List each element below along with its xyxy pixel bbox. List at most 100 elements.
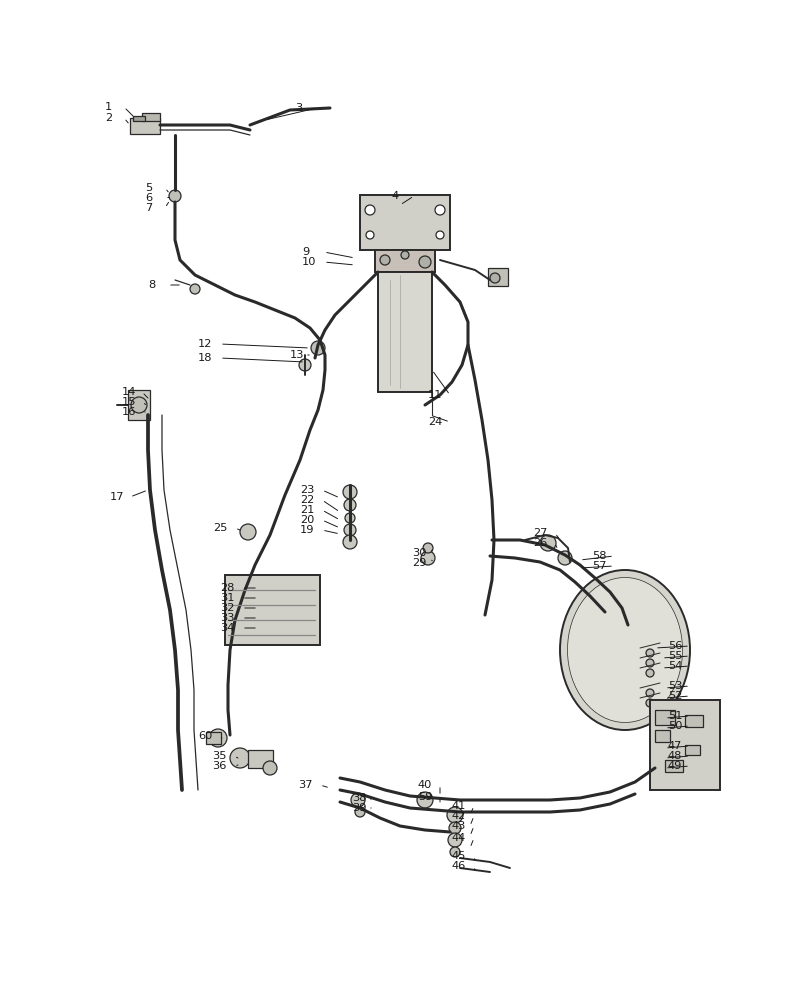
Circle shape <box>344 524 355 536</box>
Text: 38: 38 <box>351 793 366 803</box>
Circle shape <box>557 551 571 565</box>
Circle shape <box>646 669 653 677</box>
Circle shape <box>342 535 357 549</box>
Circle shape <box>539 535 556 551</box>
Circle shape <box>365 205 375 215</box>
Text: 40: 40 <box>418 780 431 790</box>
Bar <box>378 272 431 392</box>
Bar <box>375 250 435 272</box>
Circle shape <box>350 793 365 807</box>
Text: 53: 53 <box>667 681 682 691</box>
Bar <box>654 730 669 742</box>
Circle shape <box>436 231 444 239</box>
Text: 22: 22 <box>299 495 314 505</box>
Text: 12: 12 <box>198 339 212 349</box>
Bar <box>142 113 160 121</box>
Circle shape <box>354 807 365 817</box>
Ellipse shape <box>560 570 689 730</box>
Text: 54: 54 <box>667 661 681 671</box>
Text: 41: 41 <box>452 801 466 811</box>
Text: 17: 17 <box>109 492 124 502</box>
Circle shape <box>240 524 255 540</box>
Circle shape <box>646 659 653 667</box>
Circle shape <box>380 255 389 265</box>
Circle shape <box>420 551 435 565</box>
Bar <box>225 575 320 645</box>
Text: 47: 47 <box>667 741 681 751</box>
Text: 59: 59 <box>418 792 432 802</box>
Text: 8: 8 <box>148 280 155 290</box>
Text: 19: 19 <box>299 525 314 535</box>
Text: 51: 51 <box>667 711 682 721</box>
Text: 30: 30 <box>411 548 426 558</box>
Circle shape <box>169 190 181 202</box>
Text: 46: 46 <box>452 861 466 871</box>
Circle shape <box>342 485 357 499</box>
Circle shape <box>230 748 250 768</box>
Circle shape <box>489 273 500 283</box>
Text: 49: 49 <box>667 761 681 771</box>
Circle shape <box>345 513 354 523</box>
Bar <box>247 750 272 768</box>
Bar <box>684 745 699 755</box>
Circle shape <box>448 822 461 834</box>
Circle shape <box>435 205 444 215</box>
Circle shape <box>646 699 653 707</box>
Text: 35: 35 <box>212 751 226 761</box>
Text: 34: 34 <box>220 623 234 633</box>
Text: 23: 23 <box>299 485 314 495</box>
Circle shape <box>344 499 355 511</box>
Text: 37: 37 <box>298 780 312 790</box>
Text: 14: 14 <box>122 387 136 397</box>
Bar <box>684 715 702 727</box>
Circle shape <box>423 543 432 553</box>
Bar <box>133 116 145 121</box>
Text: 27: 27 <box>532 528 547 538</box>
Text: 16: 16 <box>122 407 136 417</box>
Text: 15: 15 <box>122 397 136 407</box>
Bar <box>130 118 160 134</box>
Text: 44: 44 <box>452 833 466 843</box>
Circle shape <box>208 729 227 747</box>
Circle shape <box>418 256 431 268</box>
Text: 11: 11 <box>427 390 442 400</box>
Bar <box>654 710 674 725</box>
Text: 21: 21 <box>299 505 314 515</box>
Text: 10: 10 <box>302 257 316 267</box>
Text: 2: 2 <box>105 113 112 123</box>
Text: 56: 56 <box>667 641 681 651</box>
Text: 39: 39 <box>351 803 366 813</box>
Text: 26: 26 <box>532 538 547 548</box>
Text: 60: 60 <box>198 731 212 741</box>
Text: 4: 4 <box>392 191 399 201</box>
Circle shape <box>646 689 653 697</box>
Text: 6: 6 <box>145 193 152 203</box>
Text: 48: 48 <box>667 751 681 761</box>
Circle shape <box>449 847 460 857</box>
Text: 55: 55 <box>667 651 682 661</box>
Text: 25: 25 <box>212 523 227 533</box>
Text: 57: 57 <box>591 561 606 571</box>
Bar <box>359 195 449 250</box>
Circle shape <box>311 341 324 355</box>
Bar <box>487 268 508 286</box>
Circle shape <box>646 649 653 657</box>
Text: 13: 13 <box>290 350 304 360</box>
Text: 24: 24 <box>427 417 442 427</box>
Bar <box>128 390 150 420</box>
Text: 52: 52 <box>667 691 681 701</box>
Text: 9: 9 <box>302 247 309 257</box>
Circle shape <box>190 284 200 294</box>
Ellipse shape <box>567 577 682 722</box>
Bar <box>206 732 221 744</box>
Circle shape <box>401 251 409 259</box>
Circle shape <box>298 359 311 371</box>
Text: 28: 28 <box>220 583 234 593</box>
Text: 5: 5 <box>145 183 152 193</box>
Circle shape <box>448 833 461 847</box>
Circle shape <box>446 807 462 823</box>
Text: 1: 1 <box>105 102 112 112</box>
Text: 18: 18 <box>198 353 212 363</box>
Text: 58: 58 <box>591 551 606 561</box>
Text: 50: 50 <box>667 721 682 731</box>
